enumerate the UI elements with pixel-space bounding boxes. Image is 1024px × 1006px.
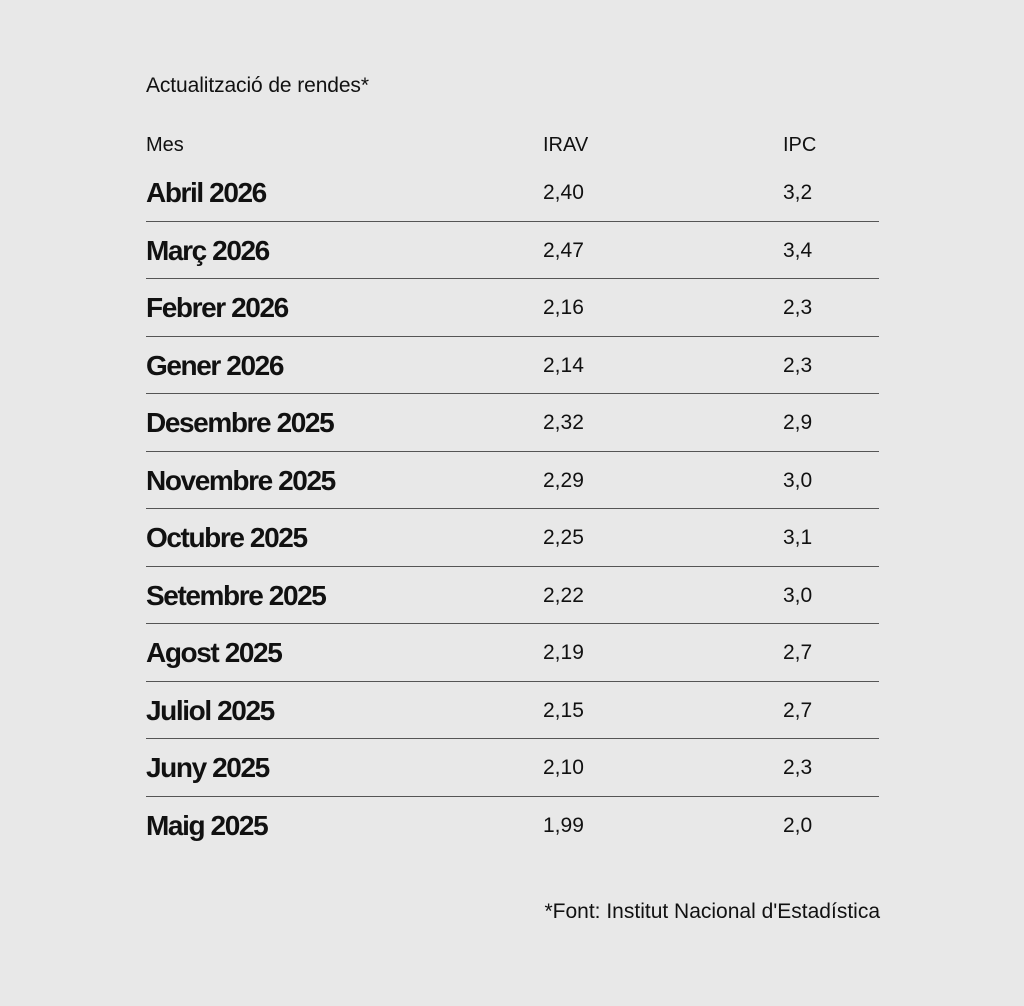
column-header-mes: Mes xyxy=(146,134,184,156)
table-row: Octubre 2025 2,25 3,1 xyxy=(146,509,879,567)
column-header-irav: IRAV xyxy=(543,134,589,156)
row-irav: 2,25 xyxy=(543,526,584,549)
row-month: Novembre 2025 xyxy=(146,464,336,496)
row-month: Juny 2025 xyxy=(146,752,270,783)
row-month: Desembre 2025 xyxy=(146,407,335,438)
row-irav: 2,22 xyxy=(543,583,584,607)
row-irav: 2,16 xyxy=(543,296,584,319)
row-irav: 2,47 xyxy=(543,238,584,262)
table-row: Agost 2025 2,19 2,7 xyxy=(146,624,879,682)
table-row: Gener 2026 2,14 2,3 xyxy=(146,337,879,394)
table-row: Desembre 2025 2,32 2,9 xyxy=(146,394,879,452)
row-month: Octubre 2025 xyxy=(146,522,308,553)
table-row: Març 2026 2,47 3,4 xyxy=(146,222,879,279)
row-ipc: 3,1 xyxy=(783,526,813,549)
row-month: Agost 2025 xyxy=(146,637,283,668)
row-irav: 2,32 xyxy=(543,411,584,434)
row-irav: 2,14 xyxy=(543,353,584,377)
row-ipc: 2,3 xyxy=(783,756,813,779)
row-ipc: 3,0 xyxy=(783,468,813,492)
table-row: Juny 2025 2,10 2,3 xyxy=(146,739,879,797)
column-header-ipc: IPC xyxy=(783,134,817,156)
table-row: Febrer 2026 2,16 2,3 xyxy=(146,279,879,337)
row-ipc: 3,0 xyxy=(783,583,813,607)
row-irav: 2,29 xyxy=(543,468,584,492)
row-month: Febrer 2026 xyxy=(146,292,289,323)
source-note: *Font: Institut Nacional d'Estadística xyxy=(544,900,880,923)
row-ipc: 3,4 xyxy=(783,238,813,262)
row-ipc: 2,3 xyxy=(783,296,813,319)
table-row: Setembre 2025 2,22 3,0 xyxy=(146,567,879,624)
row-ipc: 3,2 xyxy=(783,181,813,204)
table-header: Mes IRAV IPC xyxy=(0,134,1024,160)
row-ipc: 2,7 xyxy=(783,698,813,722)
row-irav: 2,19 xyxy=(543,641,584,664)
row-month: Maig 2025 xyxy=(146,809,269,841)
table-title: Actualització de rendes* xyxy=(146,74,369,97)
table-row: Abril 2026 2,40 3,2 xyxy=(146,164,879,222)
row-ipc: 2,0 xyxy=(783,813,813,837)
row-irav: 2,15 xyxy=(543,698,584,722)
table-body: Abril 2026 2,40 3,2 Març 2026 2,47 3,4 F… xyxy=(0,164,1024,854)
row-irav: 1,99 xyxy=(543,813,584,837)
row-month: Gener 2026 xyxy=(146,349,284,381)
row-irav: 2,10 xyxy=(543,756,584,779)
table-row: Juliol 2025 2,15 2,7 xyxy=(146,682,879,739)
row-month: Abril 2026 xyxy=(146,177,267,208)
row-month: Març 2026 xyxy=(146,234,270,266)
row-month: Setembre 2025 xyxy=(146,579,327,611)
table-row: Novembre 2025 2,29 3,0 xyxy=(146,452,879,509)
row-month: Juliol 2025 xyxy=(146,694,275,726)
row-irav: 2,40 xyxy=(543,181,584,204)
row-ipc: 2,7 xyxy=(783,641,813,664)
row-ipc: 2,9 xyxy=(783,411,813,434)
row-ipc: 2,3 xyxy=(783,353,813,377)
table-row: Maig 2025 1,99 2,0 xyxy=(146,797,879,855)
